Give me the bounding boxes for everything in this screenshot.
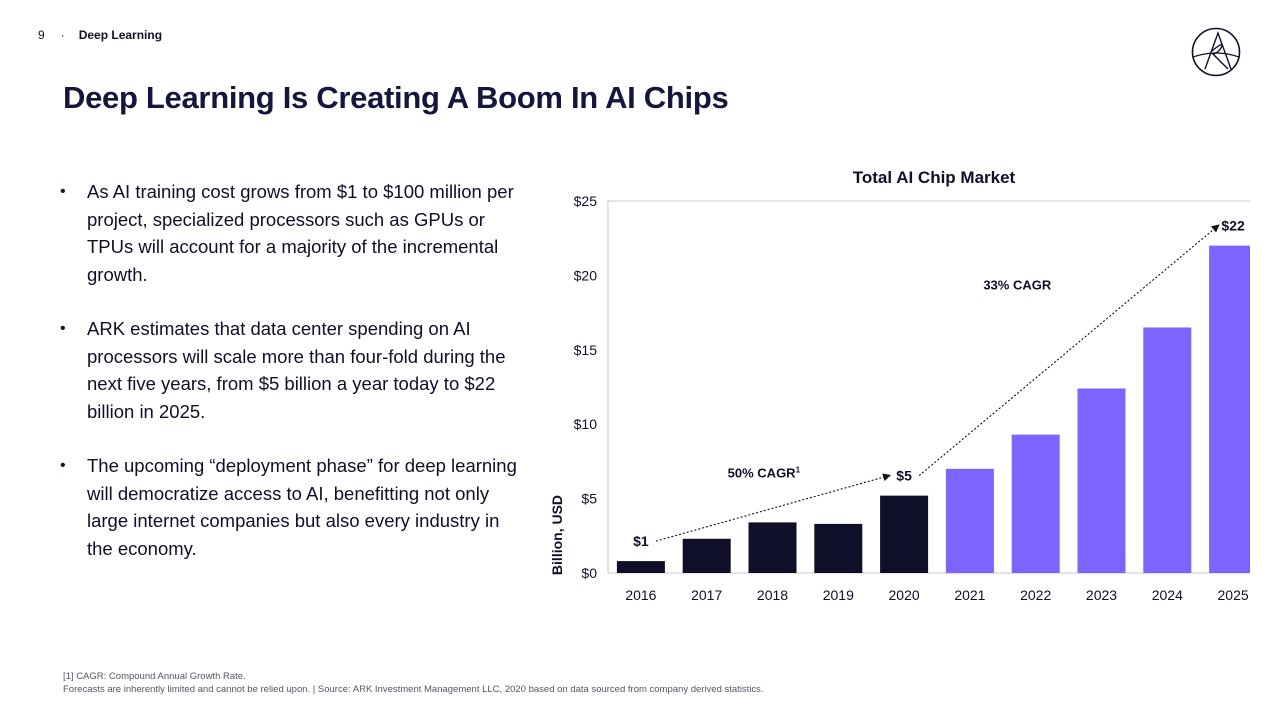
x-tick-label: 2021 (954, 587, 985, 603)
y-tick-label: $10 (574, 416, 598, 432)
x-tick-label: 2016 (625, 587, 656, 603)
bullet-text: ARK estimates that data center spending … (87, 318, 506, 422)
section-label: Deep Learning (78, 28, 163, 42)
slide-title: Deep Learning Is Creating A Boom In AI C… (63, 80, 729, 115)
ark-logo-icon (1191, 27, 1241, 77)
data-label: $1 (633, 533, 649, 549)
bullet-text: As AI training cost grows from $1 to $10… (87, 181, 514, 285)
bullet-icon: • (60, 183, 66, 200)
slide-header: 9 · Deep Learning (38, 28, 162, 42)
bar-2016 (616, 561, 665, 573)
y-tick-label: $15 (574, 342, 598, 358)
bar-2021 (945, 468, 994, 573)
y-tick-label: $5 (581, 491, 597, 507)
bar-2025 (1209, 245, 1250, 573)
bar-2020 (880, 495, 929, 573)
bullet-icon: • (60, 457, 66, 474)
footer: [1] CAGR: Compound Annual Growth Rate. F… (63, 671, 764, 696)
chart-svg: Total AI Chip Market Billion, USD $0 $5 $1… (549, 168, 1250, 603)
x-tick-label: 2017 (691, 587, 722, 603)
x-tick-label: 2023 (1086, 587, 1117, 603)
bar-2023 (1077, 388, 1126, 573)
y-tick-label: $0 (581, 565, 597, 581)
bar-2024 (1143, 327, 1192, 573)
footnote: [1] CAGR: Compound Annual Growth Rate. (63, 671, 246, 682)
bullet-icon: • (60, 320, 66, 337)
x-tick-label: 2020 (889, 587, 920, 603)
x-tick-label: 2018 (757, 587, 788, 603)
bullet-text: The upcoming “deployment phase” for deep… (87, 455, 517, 559)
header-separator: · (60, 28, 65, 42)
bullet-item: • ARK estimates that data center spending… (60, 315, 530, 425)
y-tick-label: $20 (574, 267, 598, 283)
chart-title: Total AI Chip Market (853, 168, 1016, 187)
cagr-arrow (655, 473, 892, 542)
bar-2018 (748, 522, 797, 573)
plot-frame (607, 200, 1250, 574)
cagr-label: 50% CAGR1 (728, 466, 801, 481)
bullet-list: • As AI training cost grows from $1 to $1… (60, 178, 530, 589)
y-tick-label: $25 (574, 193, 598, 209)
bullet-item: • The upcoming “deployment phase” for dee… (60, 452, 530, 562)
bar-2019 (814, 523, 863, 573)
x-tick-label: 2019 (823, 587, 854, 603)
bar-2022 (1011, 434, 1060, 573)
ai-chip-market-chart: Total AI Chip Market Billion, USD $0 $5 $1… (530, 160, 1250, 620)
cagr-label: 33% CAGR (983, 277, 1052, 292)
bullet-item: • As AI training cost grows from $1 to $1… (60, 178, 530, 288)
cagr-arrow (918, 224, 1220, 477)
x-tick-label: 2024 (1152, 587, 1183, 603)
page-number: 9 (38, 28, 45, 42)
data-label: $22 (1221, 218, 1245, 234)
y-axis-label: Billion, USD (549, 495, 565, 575)
source-note: Forecasts are inherently limited and can… (63, 683, 764, 695)
x-tick-label: 2025 (1218, 587, 1249, 603)
x-tick-label: 2022 (1020, 587, 1051, 603)
data-label: $5 (896, 468, 912, 484)
bar-2017 (682, 538, 731, 573)
